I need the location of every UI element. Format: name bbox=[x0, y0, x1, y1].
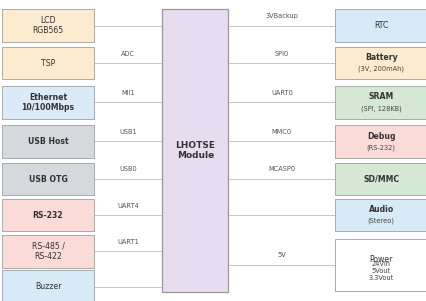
Text: USB0: USB0 bbox=[119, 166, 137, 172]
Text: Ethernet
10/100Mbps: Ethernet 10/100Mbps bbox=[21, 93, 75, 112]
Text: (RS-232): (RS-232) bbox=[366, 144, 394, 151]
Text: RS-232: RS-232 bbox=[33, 211, 63, 220]
Bar bbox=[334, 199, 426, 231]
Text: MII1: MII1 bbox=[121, 90, 135, 96]
Text: SD/MMC: SD/MMC bbox=[362, 175, 398, 184]
Bar bbox=[2, 199, 94, 231]
Text: LCD
RGB565: LCD RGB565 bbox=[32, 16, 63, 35]
Bar bbox=[334, 125, 426, 158]
Text: RS-485 /
RS-422: RS-485 / RS-422 bbox=[32, 242, 64, 261]
Text: TSP: TSP bbox=[41, 59, 55, 68]
Text: MMC0: MMC0 bbox=[271, 129, 291, 135]
Bar bbox=[2, 235, 94, 268]
Bar bbox=[162, 9, 228, 292]
Text: UART4: UART4 bbox=[117, 203, 139, 209]
Text: Buzzer: Buzzer bbox=[35, 282, 61, 291]
Text: (SPI, 128KB): (SPI, 128KB) bbox=[360, 105, 400, 112]
Text: ADC: ADC bbox=[121, 51, 135, 57]
Bar bbox=[334, 47, 426, 79]
Text: RTC: RTC bbox=[373, 21, 387, 30]
Bar bbox=[334, 238, 426, 291]
Text: Power: Power bbox=[368, 255, 392, 264]
Text: 3VBackup: 3VBackup bbox=[265, 13, 297, 19]
Text: (3V, 200mAh): (3V, 200mAh) bbox=[357, 66, 403, 73]
Text: Battery: Battery bbox=[364, 53, 397, 62]
Bar bbox=[2, 270, 94, 301]
Bar bbox=[2, 86, 94, 119]
Bar bbox=[334, 163, 426, 195]
Text: USB Host: USB Host bbox=[28, 137, 68, 146]
Text: UART1: UART1 bbox=[117, 239, 138, 245]
Text: USB1: USB1 bbox=[119, 129, 137, 135]
Bar bbox=[2, 125, 94, 158]
Text: SPI0: SPI0 bbox=[274, 51, 288, 57]
Text: (Stereo): (Stereo) bbox=[367, 218, 394, 225]
Bar bbox=[2, 163, 94, 195]
Text: 24Vin
5Vout
3.3Vout: 24Vin 5Vout 3.3Vout bbox=[368, 261, 393, 281]
Text: USB OTG: USB OTG bbox=[29, 175, 67, 184]
Bar bbox=[2, 9, 94, 42]
Text: LHOTSE
Module: LHOTSE Module bbox=[175, 141, 215, 160]
Text: UART0: UART0 bbox=[270, 90, 292, 96]
Bar bbox=[2, 47, 94, 79]
Text: MCASP0: MCASP0 bbox=[268, 166, 295, 172]
Bar bbox=[334, 86, 426, 119]
Text: Debug: Debug bbox=[366, 132, 394, 141]
Text: SRAM: SRAM bbox=[368, 92, 393, 101]
Bar bbox=[334, 9, 426, 42]
Text: 5V: 5V bbox=[277, 252, 285, 258]
Text: Audio: Audio bbox=[368, 205, 393, 214]
